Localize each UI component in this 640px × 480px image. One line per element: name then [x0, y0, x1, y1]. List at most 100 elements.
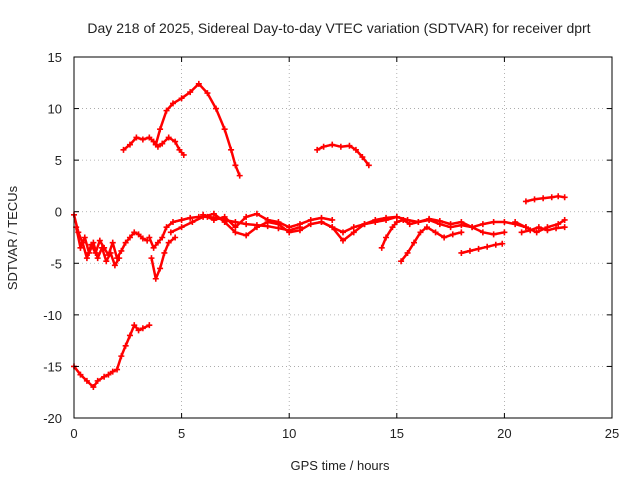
- data-point: [531, 196, 538, 203]
- data-point: [210, 216, 217, 223]
- data-point: [350, 229, 357, 236]
- series-arc-03: [152, 80, 243, 179]
- data-point: [555, 193, 562, 200]
- data-point: [415, 219, 422, 226]
- data-point: [253, 210, 260, 217]
- data-point: [210, 210, 217, 217]
- data-point: [544, 227, 551, 234]
- data-point: [195, 80, 202, 87]
- data-point: [393, 213, 400, 220]
- data-point: [561, 216, 568, 223]
- data-point: [423, 224, 430, 231]
- data-point: [81, 234, 88, 241]
- data-point: [479, 221, 486, 228]
- x-tick-label: 15: [390, 426, 404, 441]
- data-point: [96, 237, 103, 244]
- data-point: [320, 143, 327, 150]
- data-point: [243, 221, 250, 228]
- data-point: [77, 244, 84, 251]
- series-line: [72, 323, 151, 389]
- data-point: [172, 138, 179, 145]
- data-point: [501, 229, 508, 236]
- data-point: [561, 224, 568, 231]
- data-point: [157, 126, 164, 133]
- data-point: [139, 325, 146, 332]
- data-point: [383, 234, 390, 241]
- series-arc-01: [71, 322, 153, 391]
- x-tick-label: 0: [70, 426, 77, 441]
- data-point: [337, 143, 344, 150]
- data-point: [352, 146, 359, 153]
- data-point: [159, 140, 166, 147]
- data-point: [359, 154, 366, 161]
- series-arc-04: [314, 141, 372, 169]
- x-tick-label: 20: [497, 426, 511, 441]
- series-arc-06: [71, 211, 151, 262]
- series-line: [513, 218, 566, 234]
- data-point: [131, 322, 138, 329]
- y-tick-label: 5: [55, 153, 62, 168]
- data-point: [400, 216, 407, 223]
- series-arc-17: [518, 224, 568, 236]
- series-arc-07: [73, 224, 123, 269]
- data-point: [350, 224, 357, 231]
- data-point: [114, 366, 121, 373]
- data-point: [340, 237, 346, 244]
- data-point: [411, 239, 418, 246]
- data-point: [253, 224, 260, 231]
- data-point: [180, 151, 187, 158]
- data-point: [90, 384, 97, 391]
- data-point: [144, 237, 151, 244]
- data-point: [329, 216, 336, 223]
- data-point: [365, 162, 372, 169]
- data-point: [120, 146, 127, 153]
- data-point: [458, 249, 465, 256]
- data-point: [469, 224, 476, 231]
- data-point: [275, 219, 282, 226]
- data-point: [522, 198, 529, 205]
- data-point: [109, 368, 116, 375]
- y-tick-label: -15: [43, 359, 62, 374]
- data-point: [232, 224, 239, 231]
- data-point: [501, 219, 508, 226]
- data-point: [512, 219, 519, 226]
- data-point: [458, 229, 465, 236]
- x-tick-label: 5: [178, 426, 185, 441]
- data-point: [157, 265, 164, 272]
- data-point: [172, 234, 179, 241]
- series-arc-09: [148, 234, 179, 282]
- data-point: [90, 239, 97, 246]
- data-point: [314, 146, 321, 153]
- data-point: [146, 322, 153, 329]
- data-point: [404, 249, 411, 256]
- tick-layer: 0 5 10 15 20 25 15 10 5 0 -5 -10 -15 -20: [43, 50, 619, 441]
- data-point: [83, 377, 90, 384]
- series-arc-13: [378, 216, 508, 251]
- series-arc-16: [512, 216, 568, 236]
- y-tick-label: 10: [48, 102, 62, 117]
- data-point: [555, 221, 562, 228]
- y-tick-label: 0: [55, 205, 62, 220]
- data-point: [406, 221, 413, 228]
- data-point: [561, 194, 568, 201]
- data-point: [540, 195, 547, 202]
- data-point: [361, 221, 368, 228]
- data-point: [436, 221, 443, 228]
- data-point: [135, 231, 142, 238]
- data-point: [522, 224, 529, 231]
- x-axis-label: GPS time / hours: [291, 458, 390, 473]
- data-point: [165, 134, 172, 141]
- data-point: [286, 229, 293, 236]
- data-point: [232, 162, 239, 169]
- data-point: [466, 247, 473, 254]
- data-point: [150, 244, 157, 251]
- data-point: [490, 231, 497, 238]
- data-point: [553, 225, 560, 232]
- data-point: [178, 95, 185, 102]
- data-point: [139, 136, 146, 143]
- data-point: [189, 219, 196, 226]
- data-point: [103, 258, 110, 265]
- series-line: [150, 236, 177, 281]
- data-point: [152, 275, 159, 282]
